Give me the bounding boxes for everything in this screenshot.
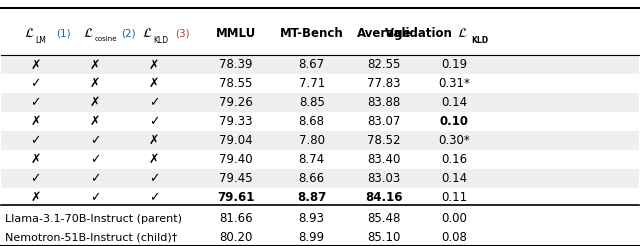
Text: 79.40: 79.40 bbox=[219, 153, 253, 166]
Text: ✗: ✗ bbox=[31, 115, 41, 128]
Text: ✓: ✓ bbox=[31, 172, 41, 185]
Text: 0.11: 0.11 bbox=[441, 191, 467, 204]
Text: 8.66: 8.66 bbox=[299, 172, 324, 185]
Text: ✗: ✗ bbox=[90, 77, 100, 90]
Text: 0.19: 0.19 bbox=[441, 58, 467, 71]
Text: ✗: ✗ bbox=[90, 96, 100, 109]
Text: 0.14: 0.14 bbox=[441, 172, 467, 185]
Text: 0.31*: 0.31* bbox=[438, 77, 470, 90]
Text: 79.61: 79.61 bbox=[217, 191, 254, 204]
FancyBboxPatch shape bbox=[1, 169, 639, 188]
Text: ✗: ✗ bbox=[90, 58, 100, 71]
Text: 0.08: 0.08 bbox=[441, 231, 467, 244]
Text: ✗: ✗ bbox=[148, 77, 159, 90]
Text: $\mathcal{L}$: $\mathcal{L}$ bbox=[457, 27, 467, 40]
Text: 7.80: 7.80 bbox=[299, 134, 324, 147]
FancyBboxPatch shape bbox=[1, 131, 639, 150]
Text: 8.87: 8.87 bbox=[297, 191, 326, 204]
Text: (2): (2) bbox=[122, 28, 136, 38]
Text: ✓: ✓ bbox=[90, 153, 100, 166]
Text: $\mathcal{L}$: $\mathcal{L}$ bbox=[24, 27, 35, 40]
Text: 85.48: 85.48 bbox=[367, 212, 401, 225]
Text: ✓: ✓ bbox=[148, 191, 159, 204]
Text: ✓: ✓ bbox=[148, 115, 159, 128]
Text: Average: Average bbox=[356, 27, 411, 40]
Text: 8.99: 8.99 bbox=[299, 231, 324, 244]
Text: 79.45: 79.45 bbox=[219, 172, 253, 185]
Text: 8.68: 8.68 bbox=[299, 115, 324, 128]
Text: 78.55: 78.55 bbox=[219, 77, 252, 90]
Text: 8.85: 8.85 bbox=[299, 96, 324, 109]
Text: ✓: ✓ bbox=[90, 172, 100, 185]
Text: 0.14: 0.14 bbox=[441, 96, 467, 109]
Text: 8.74: 8.74 bbox=[299, 153, 324, 166]
Text: 8.67: 8.67 bbox=[299, 58, 324, 71]
Text: (3): (3) bbox=[175, 28, 189, 38]
Text: ✓: ✓ bbox=[31, 134, 41, 147]
Text: 78.52: 78.52 bbox=[367, 134, 401, 147]
Text: $\mathcal{L}$: $\mathcal{L}$ bbox=[142, 27, 153, 40]
Text: 80.20: 80.20 bbox=[219, 231, 252, 244]
Text: 85.10: 85.10 bbox=[367, 231, 401, 244]
Text: ✗: ✗ bbox=[31, 191, 41, 204]
Text: ✓: ✓ bbox=[31, 96, 41, 109]
FancyBboxPatch shape bbox=[1, 93, 639, 112]
Text: ✗: ✗ bbox=[148, 58, 159, 71]
Text: ✗: ✗ bbox=[90, 115, 100, 128]
Text: 82.55: 82.55 bbox=[367, 58, 401, 71]
Text: $\mathcal{L}$: $\mathcal{L}$ bbox=[83, 27, 94, 40]
Text: 0.16: 0.16 bbox=[441, 153, 467, 166]
Text: ✗: ✗ bbox=[148, 153, 159, 166]
Text: ✓: ✓ bbox=[148, 96, 159, 109]
Text: ✗: ✗ bbox=[31, 153, 41, 166]
FancyBboxPatch shape bbox=[1, 55, 639, 74]
Text: (1): (1) bbox=[56, 28, 71, 38]
Text: 81.66: 81.66 bbox=[219, 212, 253, 225]
Text: 84.16: 84.16 bbox=[365, 191, 403, 204]
Text: 7.71: 7.71 bbox=[299, 77, 325, 90]
Text: 0.30*: 0.30* bbox=[438, 134, 470, 147]
Text: 79.33: 79.33 bbox=[219, 115, 252, 128]
Text: MT-Bench: MT-Bench bbox=[280, 27, 344, 40]
Text: cosine: cosine bbox=[95, 36, 117, 42]
Text: KLD: KLD bbox=[154, 36, 168, 45]
Text: 83.07: 83.07 bbox=[367, 115, 401, 128]
Text: ✓: ✓ bbox=[148, 172, 159, 185]
Text: KLD: KLD bbox=[471, 36, 488, 45]
Text: Validation: Validation bbox=[385, 27, 456, 40]
Text: 79.26: 79.26 bbox=[219, 96, 253, 109]
Text: 83.88: 83.88 bbox=[367, 96, 401, 109]
Text: Nemotron-51B-Instruct (child)†: Nemotron-51B-Instruct (child)† bbox=[4, 233, 177, 243]
Text: ✓: ✓ bbox=[90, 134, 100, 147]
Text: 0.10: 0.10 bbox=[440, 115, 468, 128]
Text: 77.83: 77.83 bbox=[367, 77, 401, 90]
Text: ✗: ✗ bbox=[148, 134, 159, 147]
Text: 0.00: 0.00 bbox=[441, 212, 467, 225]
Text: ✓: ✓ bbox=[90, 191, 100, 204]
Text: Llama-3.1-70B-Instruct (parent): Llama-3.1-70B-Instruct (parent) bbox=[4, 214, 182, 224]
Text: MMLU: MMLU bbox=[216, 27, 256, 40]
Text: 83.03: 83.03 bbox=[367, 172, 401, 185]
Text: LM: LM bbox=[35, 36, 46, 45]
Text: ✗: ✗ bbox=[31, 58, 41, 71]
Text: 83.40: 83.40 bbox=[367, 153, 401, 166]
Text: ✓: ✓ bbox=[31, 77, 41, 90]
Text: 78.39: 78.39 bbox=[219, 58, 252, 71]
Text: 79.04: 79.04 bbox=[219, 134, 253, 147]
Text: 8.93: 8.93 bbox=[299, 212, 324, 225]
